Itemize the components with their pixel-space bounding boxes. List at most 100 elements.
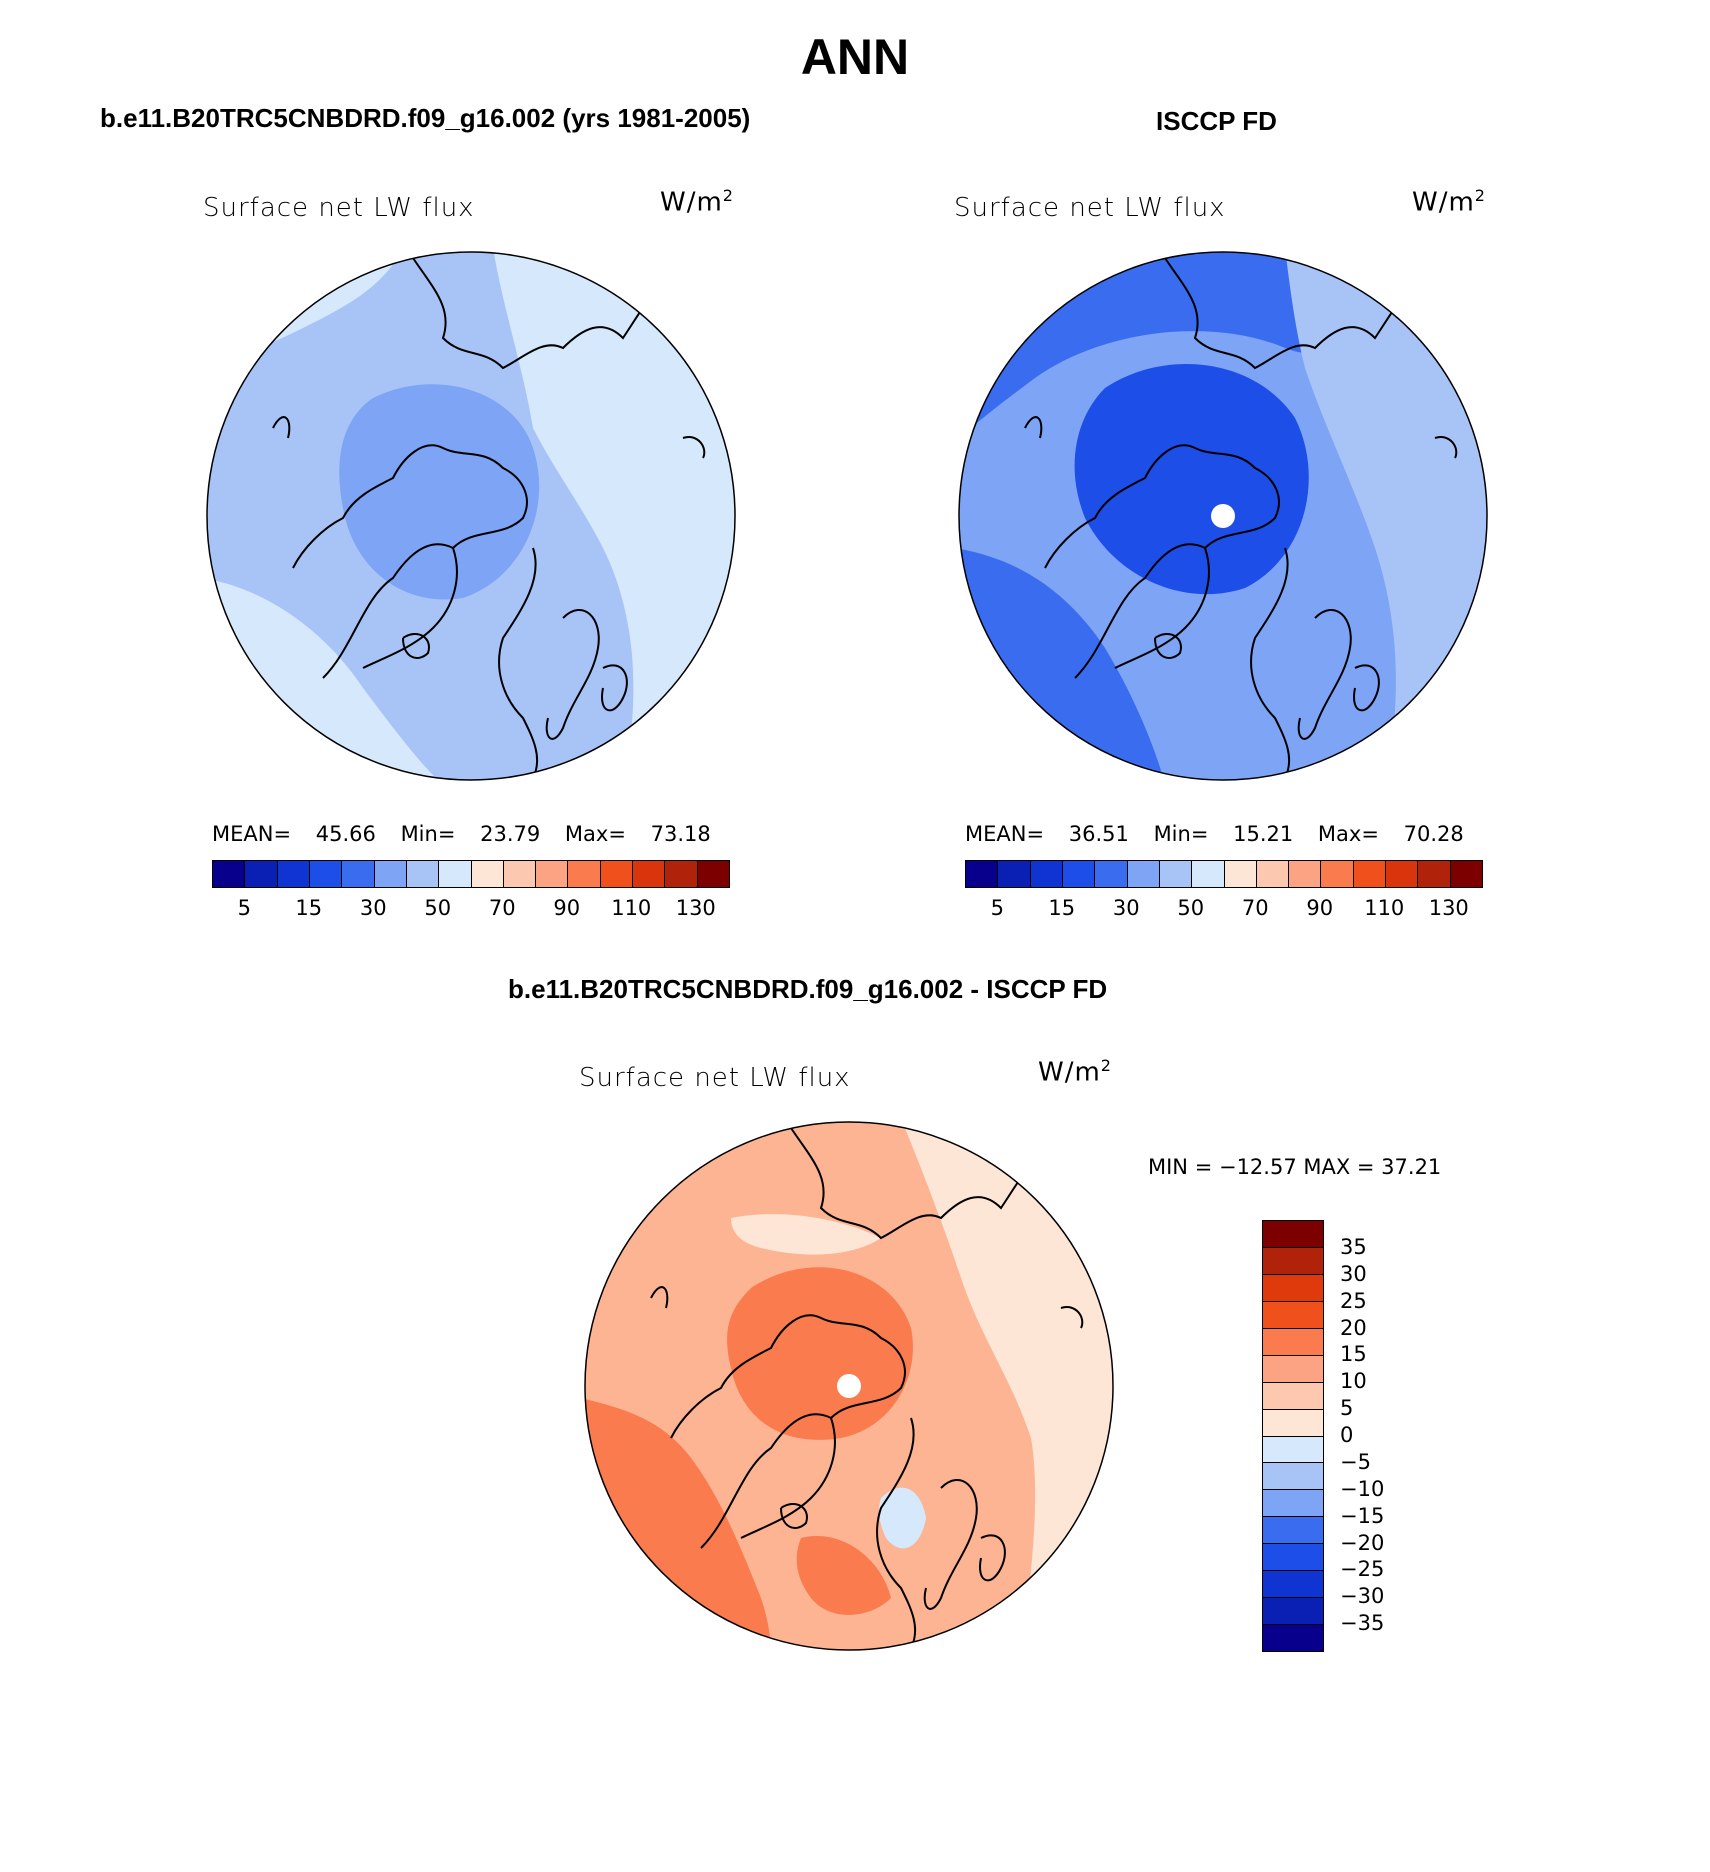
map-boundary	[584, 1121, 1114, 1651]
colorbar-tick-label: 70	[1241, 896, 1269, 920]
map-boundary	[958, 251, 1488, 781]
model-max-value: 73.18	[650, 822, 711, 846]
colorbar-tick-label: 15	[295, 896, 323, 920]
model-polar-map	[206, 251, 736, 781]
diff-colorbar-labels: 35 30 25 20 15 10 5 0 −5 −10 −15 −20 −25 −30 −35	[1340, 1220, 1420, 1650]
model-colorbar	[212, 860, 730, 888]
obs-polar-map	[958, 251, 1488, 781]
coastline	[923, 1478, 978, 1610]
colorbar-tick-label: −25	[1340, 1557, 1385, 1582]
coastline	[1434, 436, 1458, 459]
colorbar-tick-label: 25	[1340, 1288, 1367, 1313]
colorbar-swatch	[1321, 861, 1354, 887]
model-colorbar-labels: 5 15 30 50 70 90 110 130	[212, 896, 728, 920]
model-min-value: 23.79	[480, 822, 541, 846]
obs-min-label: Min=	[1153, 822, 1209, 846]
colorbar-swatch	[1418, 861, 1451, 887]
colorbar-swatch	[1263, 1463, 1323, 1491]
colorbar-tick-label: −5	[1340, 1449, 1371, 1474]
coastline	[292, 444, 528, 679]
coastline	[670, 1314, 906, 1549]
coastline	[780, 1503, 808, 1529]
obs-max-value: 70.28	[1403, 822, 1464, 846]
model-max-label: Max=	[564, 822, 626, 846]
colorbar-swatch	[1263, 1355, 1323, 1383]
polar-missing-data	[837, 1374, 861, 1398]
colorbar-swatch	[1263, 1382, 1323, 1410]
colorbar-tick-label: 20	[1340, 1315, 1367, 1340]
colorbar-tick-label: −35	[1340, 1611, 1385, 1636]
obs-max-label: Max=	[1317, 822, 1379, 846]
coastline	[498, 547, 539, 779]
colorbar-tick-label: 110	[611, 896, 652, 920]
colorbar-swatch	[1256, 861, 1290, 887]
model-stats: MEAN= 45.66 Min= 23.79 Max= 73.18	[212, 822, 711, 846]
obs-mean-label: MEAN=	[965, 822, 1045, 846]
coastline	[402, 633, 430, 659]
coastline	[1024, 416, 1043, 439]
colorbar-tick-label: 5	[1340, 1396, 1354, 1421]
model-mean-value: 45.66	[315, 822, 376, 846]
colorbar-tick-label: 5	[237, 896, 251, 920]
obs-panel-header: ISCCP FD	[1156, 106, 1277, 136]
colorbar-swatch	[1263, 1598, 1323, 1626]
coastline	[545, 608, 600, 740]
field-region	[901, 1122, 1113, 1650]
colorbar-swatch	[966, 861, 999, 887]
colorbar-swatch	[1263, 1301, 1323, 1329]
colorbar-swatch	[1263, 1625, 1323, 1651]
diff-colorbar	[1262, 1220, 1324, 1652]
obs-stats: MEAN= 36.51 Min= 15.21 Max= 70.28	[965, 822, 1464, 846]
coastline	[650, 1286, 669, 1309]
obs-min-value: 15.21	[1233, 822, 1294, 846]
colorbar-tick-label: 0	[1340, 1423, 1354, 1447]
field-region	[1074, 364, 1309, 595]
colorbar-swatch	[1386, 861, 1419, 887]
colorbar-tick-label: −10	[1340, 1476, 1385, 1501]
colorbar-swatch	[471, 861, 504, 887]
diff-polar-map	[584, 1121, 1114, 1651]
coastline	[412, 257, 674, 370]
colorbar-swatch	[503, 861, 537, 887]
colorbar-swatch	[245, 861, 278, 887]
colorbar-tick-label: 35	[1340, 1234, 1367, 1259]
colorbar-swatch	[1353, 861, 1387, 887]
colorbar-swatch	[1263, 1409, 1323, 1437]
model-min-label: Min=	[400, 822, 456, 846]
polar-missing-data	[1211, 504, 1235, 528]
colorbar-tick-label: 70	[488, 896, 516, 920]
colorbar-swatch	[600, 861, 634, 887]
colorbar-swatch	[374, 861, 407, 887]
colorbar-tick-label: 110	[1364, 896, 1405, 920]
colorbar-swatch	[1450, 861, 1482, 887]
coastline	[1154, 633, 1182, 659]
colorbar-swatch	[697, 861, 729, 887]
colorbar-swatch	[1263, 1544, 1323, 1572]
diff-panel-header: b.e11.B20TRC5CNBDRD.f09_g16.002 - ISCCP …	[508, 974, 1108, 1004]
colorbar-tick-label: 50	[1177, 896, 1205, 920]
colorbar-swatch	[1192, 861, 1225, 887]
colorbar-swatch	[1030, 861, 1063, 887]
colorbar-swatch	[1095, 861, 1128, 887]
colorbar-tick-label: 15	[1048, 896, 1076, 920]
coastline	[790, 1127, 1052, 1240]
model-mean-label: MEAN=	[212, 822, 292, 846]
coastline	[1164, 257, 1426, 370]
colorbar-swatch	[1159, 861, 1193, 887]
obs-colorbar-labels: 5 15 30 50 70 90 110 130	[965, 896, 1481, 920]
colorbar-tick-label: −30	[1340, 1584, 1385, 1609]
coastline	[740, 1417, 836, 1539]
colorbar-swatch	[406, 861, 440, 887]
figure-title: ANN	[800, 29, 910, 85]
diff-minmax-text: MIN = −12.57 MAX = 37.21	[1148, 1155, 1442, 1179]
coastline	[682, 436, 706, 459]
field-region	[878, 1487, 926, 1549]
colorbar-swatch	[1263, 1328, 1323, 1356]
diff-variable-label: Surface net LW flux	[579, 1063, 851, 1093]
colorbar-tick-label: 90	[553, 896, 581, 920]
colorbar-tick-label: −15	[1340, 1503, 1385, 1528]
obs-mean-value: 36.51	[1068, 822, 1129, 846]
coastline	[601, 664, 628, 712]
colorbar-tick-label: 90	[1306, 896, 1334, 920]
coastline	[1353, 664, 1380, 712]
